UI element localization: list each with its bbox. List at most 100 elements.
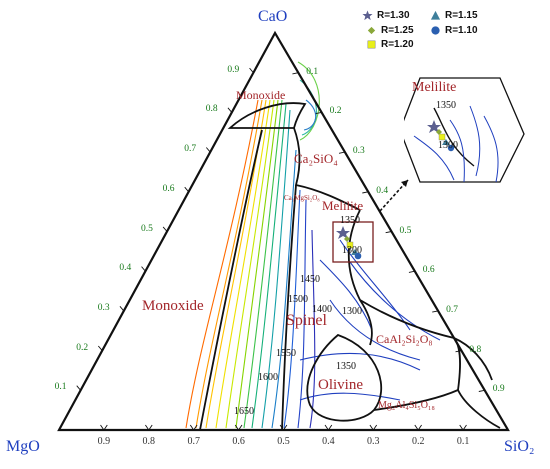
bottom-tick-b-4 <box>238 424 243 431</box>
right-tick-label-6: 0.6 <box>422 265 435 276</box>
inset-frame <box>404 77 525 183</box>
left-tick-2 <box>97 345 103 351</box>
region-ca3mgsi2o8: Ca₃MgSi₂O₈ <box>284 194 320 202</box>
bottom-tick-a-8 <box>414 424 419 431</box>
right-tick-2 <box>315 111 322 115</box>
left-tick-9 <box>249 67 254 73</box>
left-tick-4 <box>141 266 146 272</box>
diamond-marker-icon <box>367 26 376 35</box>
right-tick-5 <box>385 231 392 234</box>
left-tick-7 <box>205 147 211 153</box>
isotherm-label-2: 1300 <box>342 245 362 256</box>
bottom-tick-label-8: 0.2 <box>411 436 425 447</box>
legend-label-r115: R=1.15 <box>445 10 478 21</box>
axis-ticks <box>76 67 485 431</box>
region-olivine: Olivine <box>318 377 363 393</box>
legend-label-r110: R=1.10 <box>445 25 478 36</box>
zoom-box <box>332 221 374 263</box>
inset-point-r115 <box>442 139 450 145</box>
right-tick-9 <box>478 389 485 392</box>
point-r120 <box>346 241 354 249</box>
right-tick-label-7: 0.7 <box>446 304 458 315</box>
right-tick-label-5: 0.5 <box>399 225 412 236</box>
left-tick-5 <box>162 226 168 232</box>
inset-title: Melilite <box>412 80 457 95</box>
bottom-tick-a-4 <box>234 424 239 431</box>
bottom-tick-b-8 <box>417 424 422 431</box>
isotherm-label-10: 1350 <box>336 361 356 372</box>
right-tick-7 <box>432 310 439 313</box>
region-caal2si2o8: CaAl₂Si₂O₈ <box>376 332 433 346</box>
left-tick-label-5: 0.5 <box>141 223 153 234</box>
point-r110 <box>354 252 362 260</box>
region-melilite: Melilite <box>322 198 364 213</box>
point-r130 <box>336 226 350 239</box>
isotherm-label-6: 1300 <box>342 306 362 317</box>
bottom-tick-label-2: 0.8 <box>142 436 156 447</box>
inset-contour-e <box>449 119 465 183</box>
data-points-main <box>336 226 362 260</box>
bottom-tick-b-7 <box>372 424 378 431</box>
bottom-tick-b-6 <box>328 424 333 431</box>
legend-item-r125: R=1.25 <box>366 25 414 36</box>
bottom-tick-a-2 <box>145 424 150 431</box>
inset-contour-a <box>433 107 475 167</box>
right-tick-label-8: 0.8 <box>469 344 482 355</box>
bottom-tick-label-3: 0.7 <box>187 436 200 447</box>
left-tick-8 <box>227 107 233 113</box>
bottom-tick-a-3 <box>189 424 195 431</box>
bottom-tick-label-1: 0.9 <box>97 436 111 447</box>
legend-label-r120: R=1.20 <box>381 39 414 50</box>
left-tick-label-2: 0.2 <box>76 342 89 353</box>
isotherm-label-8: 1600 <box>258 372 278 383</box>
legend-item-r120: R=1.20 <box>366 39 414 50</box>
point-r125 <box>344 236 350 242</box>
legend-label-r130: R=1.30 <box>377 10 410 21</box>
right-tick-4 <box>362 191 369 194</box>
vertex-cao: CaO <box>258 8 288 25</box>
bottom-tick-label-5: 0.5 <box>277 436 290 447</box>
right-tick-label-3: 0.3 <box>352 146 365 157</box>
left-tick-label-3: 0.3 <box>97 302 110 313</box>
inset-point-r110 <box>447 144 455 152</box>
left-tick-label-4: 0.4 <box>119 263 132 274</box>
bottom-tick-label-9: 0.1 <box>456 436 470 447</box>
vertex-mgo: MgO <box>6 438 40 455</box>
legend-item-r115: R=1.15 <box>430 10 478 21</box>
bottom-tick-label-7: 0.3 <box>367 436 380 447</box>
isotherm-label-4: 1500 <box>288 294 308 305</box>
left-tick-label-7: 0.7 <box>184 144 197 155</box>
bottom-tick-a-9 <box>459 424 464 431</box>
bottom-tick-b-1 <box>103 424 108 431</box>
region-spinel: Spinel <box>286 312 327 329</box>
inset-point-r120 <box>438 133 446 141</box>
legend-item-r130: R=1.30 <box>362 10 410 21</box>
right-tick-6 <box>408 270 415 273</box>
bottom-tick-b-2 <box>148 424 153 431</box>
legend-item-r110: R=1.10 <box>430 25 478 36</box>
right-tick-label-9: 0.9 <box>492 384 505 395</box>
isotherm-label-3: 1450 <box>300 274 320 285</box>
inset-contour-c <box>483 115 499 183</box>
right-tick-label-1: 0.1 <box>306 66 319 77</box>
bottom-tick-b-5 <box>283 424 288 431</box>
region-ca2sio4: Ca₂SiO₄ <box>294 151 338 166</box>
region-monoxide-left: Monoxide <box>142 298 204 314</box>
inset-isotherm-2: 1300 <box>438 140 458 151</box>
right-tick-3 <box>338 151 345 154</box>
right-tick-8 <box>455 350 462 353</box>
bottom-tick-a-5 <box>279 424 284 431</box>
region-monoxide-top: Monoxide <box>236 88 286 102</box>
bottom-tick-label-6: 0.4 <box>322 436 335 447</box>
right-tick-label-2: 0.2 <box>329 106 342 117</box>
bottom-tick-b-3 <box>193 424 198 431</box>
left-tick-3 <box>119 306 125 312</box>
bottom-tick-label-4: 0.6 <box>232 436 245 447</box>
legend: R=1.30 R=1.25 R=1.20 R=1.15 R=1.10 <box>362 10 522 62</box>
left-tick-label-9: 0.9 <box>227 64 240 75</box>
phase-boundaries <box>199 102 501 431</box>
left-tick-label-6: 0.6 <box>162 183 175 194</box>
square-marker-icon <box>367 40 376 49</box>
circle-marker-icon <box>431 26 440 35</box>
inset-isotherm-1: 1350 <box>436 100 456 111</box>
